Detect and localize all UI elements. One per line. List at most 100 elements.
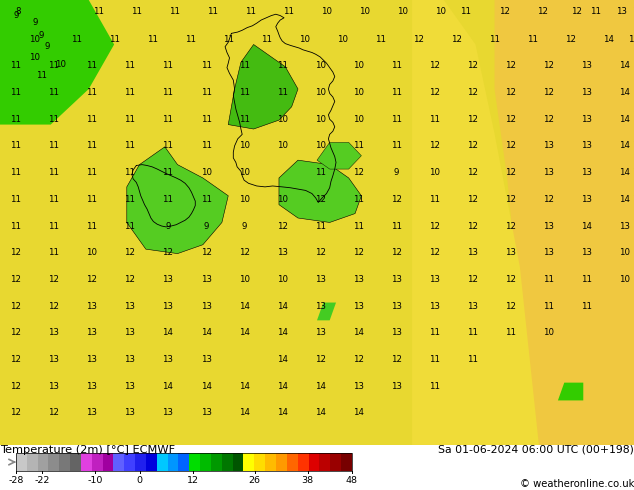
- Text: 9: 9: [13, 11, 18, 20]
- Bar: [287, 453, 298, 471]
- Text: 12: 12: [391, 355, 402, 364]
- Text: 11: 11: [86, 142, 98, 150]
- Text: 14: 14: [162, 382, 174, 391]
- Text: 11: 11: [353, 221, 364, 230]
- Text: 11: 11: [108, 35, 120, 44]
- Text: 12: 12: [505, 168, 516, 177]
- Bar: [16, 453, 27, 471]
- Bar: [113, 453, 124, 471]
- Text: 13: 13: [616, 7, 627, 16]
- Bar: [157, 453, 167, 471]
- Text: 38: 38: [302, 476, 314, 486]
- Bar: [70, 453, 81, 471]
- Text: 11: 11: [391, 88, 402, 97]
- Text: 8: 8: [15, 7, 20, 16]
- Text: 9: 9: [45, 42, 50, 51]
- Text: 11: 11: [48, 195, 60, 204]
- Text: 11: 11: [375, 35, 386, 44]
- Text: 11: 11: [86, 115, 98, 124]
- Text: 9: 9: [165, 221, 171, 230]
- Text: 11: 11: [353, 142, 364, 150]
- Text: 11: 11: [10, 61, 22, 71]
- Text: 11: 11: [581, 275, 592, 284]
- Text: 12: 12: [505, 302, 516, 311]
- Text: 14: 14: [314, 382, 326, 391]
- Text: 13: 13: [86, 328, 98, 337]
- Text: 9: 9: [39, 31, 44, 40]
- Text: 13: 13: [200, 355, 212, 364]
- Text: 11: 11: [467, 328, 478, 337]
- Text: 12: 12: [162, 248, 174, 257]
- Bar: [243, 453, 254, 471]
- Bar: [200, 453, 211, 471]
- Text: 14: 14: [619, 115, 630, 124]
- Text: 11: 11: [48, 248, 60, 257]
- Text: 12: 12: [353, 355, 364, 364]
- Text: 13: 13: [391, 382, 402, 391]
- Bar: [146, 453, 157, 471]
- Text: 11: 11: [86, 61, 98, 71]
- Text: 11: 11: [162, 115, 174, 124]
- Text: 14: 14: [238, 328, 250, 337]
- Text: 11: 11: [429, 195, 440, 204]
- Text: 13: 13: [314, 275, 326, 284]
- Text: -28: -28: [8, 476, 23, 486]
- Text: 11: 11: [238, 88, 250, 97]
- Text: 13: 13: [48, 382, 60, 391]
- Text: 11: 11: [429, 328, 440, 337]
- Text: 11: 11: [86, 195, 98, 204]
- Text: 11: 11: [10, 195, 22, 204]
- Polygon shape: [412, 0, 539, 445]
- Text: 11: 11: [10, 142, 22, 150]
- Text: 9: 9: [32, 18, 37, 27]
- Text: 11: 11: [223, 35, 234, 44]
- Text: 13: 13: [467, 248, 478, 257]
- Text: 11: 11: [590, 7, 602, 16]
- Bar: [124, 453, 135, 471]
- Text: 11: 11: [314, 221, 326, 230]
- Text: 10: 10: [29, 35, 41, 44]
- Text: 11: 11: [10, 115, 22, 124]
- Text: 12: 12: [314, 195, 326, 204]
- Text: 10: 10: [321, 7, 332, 16]
- Text: 11: 11: [70, 35, 82, 44]
- Bar: [81, 453, 92, 471]
- Text: 0: 0: [137, 476, 143, 486]
- Text: 13: 13: [162, 408, 174, 417]
- Text: 12: 12: [48, 408, 60, 417]
- Text: 11: 11: [460, 7, 472, 16]
- Text: 14: 14: [200, 382, 212, 391]
- Bar: [167, 453, 178, 471]
- Text: 11: 11: [429, 115, 440, 124]
- Bar: [103, 453, 113, 471]
- Text: 11: 11: [276, 61, 288, 71]
- Text: 10: 10: [299, 35, 310, 44]
- Text: 12: 12: [467, 115, 478, 124]
- Text: 10: 10: [429, 168, 440, 177]
- Text: -10: -10: [87, 476, 103, 486]
- Text: 12: 12: [429, 221, 440, 230]
- Text: 12: 12: [467, 168, 478, 177]
- Text: 11: 11: [207, 7, 218, 16]
- Text: 12: 12: [200, 248, 212, 257]
- Text: 11: 11: [489, 35, 500, 44]
- Text: 13: 13: [581, 61, 592, 71]
- Text: 12: 12: [429, 88, 440, 97]
- Text: 11: 11: [86, 168, 98, 177]
- Polygon shape: [127, 147, 228, 254]
- Text: 13: 13: [467, 302, 478, 311]
- Text: 10: 10: [314, 142, 326, 150]
- Polygon shape: [279, 160, 361, 222]
- Text: 9: 9: [394, 168, 399, 177]
- Text: 13: 13: [86, 355, 98, 364]
- Text: 12: 12: [10, 248, 22, 257]
- Text: 15: 15: [631, 142, 634, 150]
- Text: 11: 11: [48, 115, 60, 124]
- Text: 10: 10: [276, 115, 288, 124]
- Text: 12: 12: [10, 408, 22, 417]
- Text: 10: 10: [238, 142, 250, 150]
- Bar: [320, 453, 330, 471]
- Text: 12: 12: [48, 302, 60, 311]
- Text: 13: 13: [543, 168, 554, 177]
- Text: 12: 12: [467, 142, 478, 150]
